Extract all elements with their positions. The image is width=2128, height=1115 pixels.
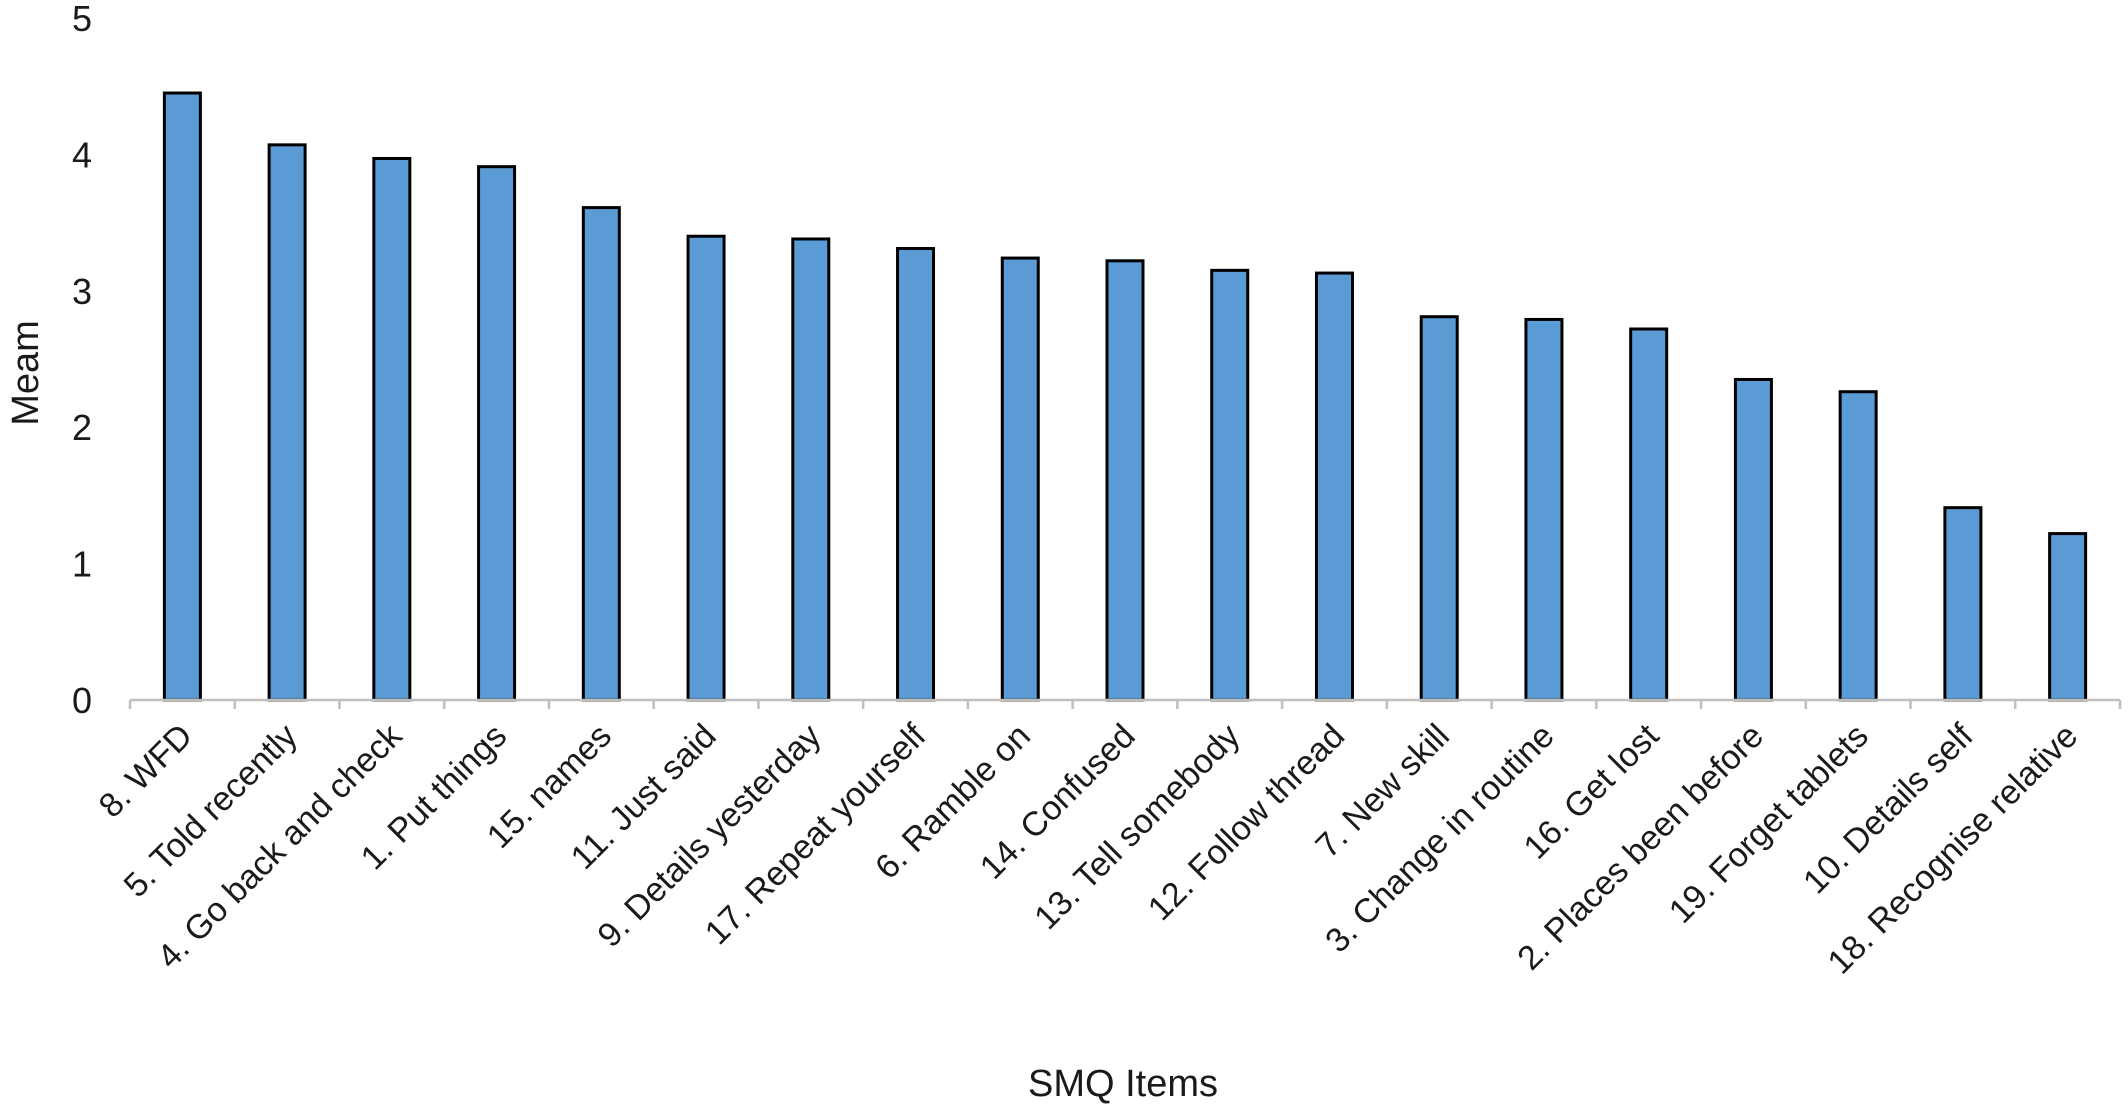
bar: [1210, 268, 1250, 702]
y-tick-label: 4: [72, 134, 92, 175]
bar: [1419, 315, 1459, 702]
bar: [1105, 259, 1145, 702]
bar: [2048, 532, 2088, 702]
x-category-label: 8. WFD: [92, 717, 200, 825]
bars: [162, 91, 2088, 702]
x-axis-ticks: [128, 700, 2122, 709]
y-tick-label: 5: [72, 0, 92, 39]
bar: [1000, 256, 1040, 702]
bar: [372, 156, 412, 702]
y-axis-tick-labels: 0 1 2 3 4 5: [72, 0, 92, 721]
bar: [686, 234, 726, 702]
y-tick-label: 3: [72, 271, 92, 312]
bar: [896, 247, 936, 702]
bar: [477, 165, 517, 702]
bar: [791, 237, 831, 702]
x-category-label: 19. Forget tablets: [1662, 717, 1876, 931]
y-tick-label: 2: [72, 407, 92, 448]
bar: [1733, 377, 1773, 702]
y-axis-title: Meam: [5, 320, 47, 426]
bar: [267, 143, 307, 702]
x-category-label: 12. Follow thread: [1141, 717, 1352, 928]
x-axis-title: SMQ Items: [1028, 1063, 1218, 1105]
bar: [1629, 327, 1669, 702]
bar: [1943, 506, 1983, 702]
y-tick-label: 1: [72, 544, 92, 585]
bar: [1524, 317, 1564, 702]
bar: [162, 91, 202, 702]
bar: [1838, 390, 1878, 702]
bar: [581, 206, 621, 702]
bar: [1314, 271, 1354, 702]
y-tick-label: 0: [72, 680, 92, 721]
